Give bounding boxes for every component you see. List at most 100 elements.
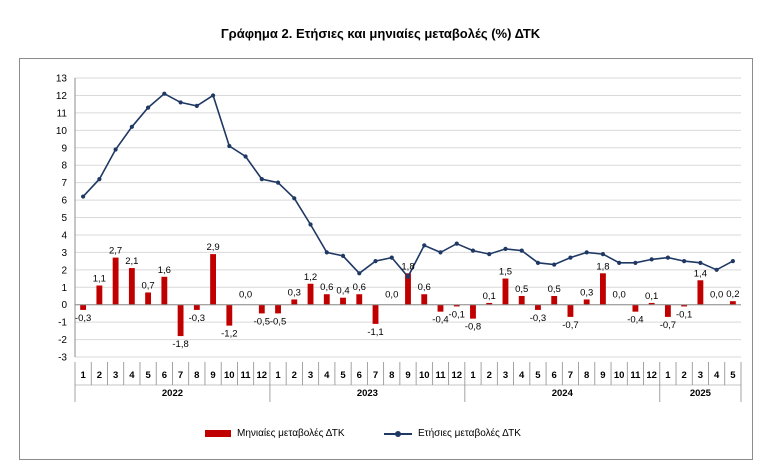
legend-label-annual: Ετήσιες μεταβολές ΔΤΚ [418,428,521,439]
bar-data-label: 0,6 [320,282,333,293]
x-month-label: 5 [145,370,151,381]
annual-point [633,260,638,265]
x-month-label: 8 [389,370,394,381]
y-tick-label: 5 [61,213,67,224]
x-month-label: 2 [487,370,492,381]
chart-title: Γράφημα 2. Ετήσιες και μηνιαίες μεταβολέ… [220,26,541,41]
x-month-label: 1 [275,370,281,381]
bar [145,292,152,305]
x-month-label: 5 [730,370,736,381]
y-tick-label: -2 [58,335,67,346]
x-month-label: 2 [97,370,102,381]
x-axis: 1 2 3 4 5 6 7 8 9 10 11 12 1 2 3 4 5 6 7 8 9 10 11 12 1 2 3 4 5 6 7 8 9 1… [74,362,742,402]
annual-point [259,177,264,182]
x-month-label: 3 [113,370,118,381]
x-year-label: 2024 [552,388,574,399]
annual-point [519,248,524,253]
y-tick-label: 7 [61,178,67,189]
x-month-label: 12 [646,370,657,381]
chart-frame [19,58,753,460]
x-month-label: 9 [600,370,605,381]
x-month-label: 5 [535,370,541,381]
x-month-label: 6 [162,370,167,381]
bar [193,304,200,310]
bar-data-label: 0,2 [726,289,739,300]
bar-data-label: -1,1 [367,327,383,338]
bar-data-label: -0,5 [254,316,270,327]
x-month-label: 4 [324,370,330,381]
annual-point [600,252,606,257]
y-tick-label: -3 [58,353,67,364]
bar-data-label: -0,1 [676,309,692,320]
x-month-label: 8 [584,370,589,381]
bar [729,301,736,305]
bar-data-label: 0,5 [515,284,528,295]
x-month-label: 4 [129,370,135,381]
bar [80,304,87,310]
legend-bar-swatch [205,430,231,437]
annual-point [373,258,378,264]
x-month-label: 5 [340,370,346,381]
annual-point [487,252,492,257]
bar [258,304,265,314]
bar [210,254,216,305]
annual-point [357,271,362,276]
annual-point [145,105,151,110]
annual-point [81,194,86,199]
bar [307,283,314,305]
bar [664,304,671,317]
bar-data-label: 2,9 [206,242,219,253]
x-month-label: 3 [308,370,313,381]
annual-point [568,255,573,260]
bar [226,304,233,326]
annual-point [438,250,443,255]
x-month-label: 8 [194,370,199,381]
x-month-label: 10 [224,370,235,381]
bar [470,304,476,319]
annual-point [292,196,297,201]
bar [340,297,346,305]
x-month-label: 6 [357,370,362,381]
x-month-label: 2 [681,370,686,381]
bar-data-labels: -0,3 1,1 2,72,1 0,7 1,6 -1,8 -0,3 2,9 -1,2 0,0 -0,… [75,242,740,350]
bar-data-label: 0,0 [710,290,723,301]
x-month-label: 3 [503,370,508,381]
bar [518,295,525,305]
annual-point [324,250,329,255]
bar [421,294,428,305]
bar [681,304,688,307]
bar-data-label: -0,3 [189,313,205,324]
bar-data-label: -0,3 [75,313,91,324]
y-tick-label: 10 [56,126,68,137]
annual-line [81,91,735,279]
y-tick-label: 0 [61,300,67,311]
bar-data-label: 0,4 [336,286,349,297]
bar-data-label: -0,3 [530,313,546,324]
y-tick-label: 4 [61,230,67,241]
bar-data-label: -0,4 [627,315,643,326]
bar [275,304,281,314]
annual-point [405,274,411,279]
annual-point [698,260,703,265]
bar-data-label: 1,1 [93,274,106,285]
bar [128,268,135,305]
legend-label-monthly: Μηνιαίες μεταβολές ΔΤΚ [237,428,345,439]
gridlines [75,77,741,358]
annual-point [129,124,134,129]
annual-point [210,93,216,98]
bar-data-label: 1,6 [158,265,171,276]
bar-data-label: 0,3 [288,287,301,298]
bar-data-label: 1,4 [694,268,707,279]
bar [405,273,411,305]
x-month-label: 9 [210,370,215,381]
bar-data-label: 0,1 [645,291,658,302]
bar [453,304,460,307]
bar [600,273,606,305]
x-month-label: 9 [405,370,410,381]
bar-data-label: 0,0 [613,290,626,301]
bar [96,285,103,305]
x-month-label: 10 [419,370,430,381]
annual-point [113,147,118,152]
